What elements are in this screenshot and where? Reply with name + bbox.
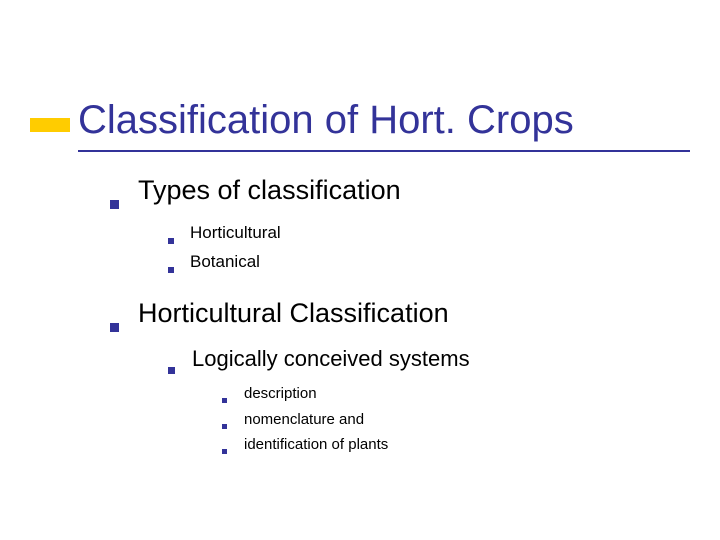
list-item: Horticultural Classification (110, 298, 670, 339)
slide-title: Classification of Hort. Crops (78, 98, 574, 143)
list-item-label: Logically conceived systems (192, 345, 670, 373)
list-item-label: description (244, 384, 670, 404)
square-bullet-icon (110, 298, 138, 339)
list-item-label: Types of classification (138, 175, 670, 206)
sublist: description nomenclature and identificat… (222, 384, 670, 460)
square-bullet-icon (222, 435, 244, 460)
list-item: Logically conceived systems (168, 345, 670, 381)
square-bullet-icon (168, 222, 190, 251)
title-underline (78, 150, 690, 152)
sublist: Logically conceived systems description … (168, 345, 670, 460)
list-item-label: identification of plants (244, 435, 670, 455)
list-item-label: Horticultural Classification (138, 298, 670, 329)
slide: Classification of Hort. Crops Types of c… (0, 0, 720, 540)
list-item: Horticultural (168, 222, 670, 251)
square-bullet-icon (222, 410, 244, 435)
list-item-label: Botanical (190, 251, 670, 274)
accent-bar (30, 118, 70, 132)
square-bullet-icon (168, 345, 192, 381)
list-item-label: nomenclature and (244, 410, 670, 430)
square-bullet-icon (168, 251, 190, 280)
sublist: Horticultural Botanical (168, 222, 670, 280)
square-bullet-icon (110, 175, 138, 216)
list-item-label: Horticultural (190, 222, 670, 245)
square-bullet-icon (222, 384, 244, 409)
list-item: identification of plants (222, 435, 670, 460)
list-item: Botanical (168, 251, 670, 280)
slide-body: Types of classification Horticultural Bo… (110, 175, 670, 478)
list-item: nomenclature and (222, 410, 670, 435)
list-item: Types of classification (110, 175, 670, 216)
list-item: description (222, 384, 670, 409)
